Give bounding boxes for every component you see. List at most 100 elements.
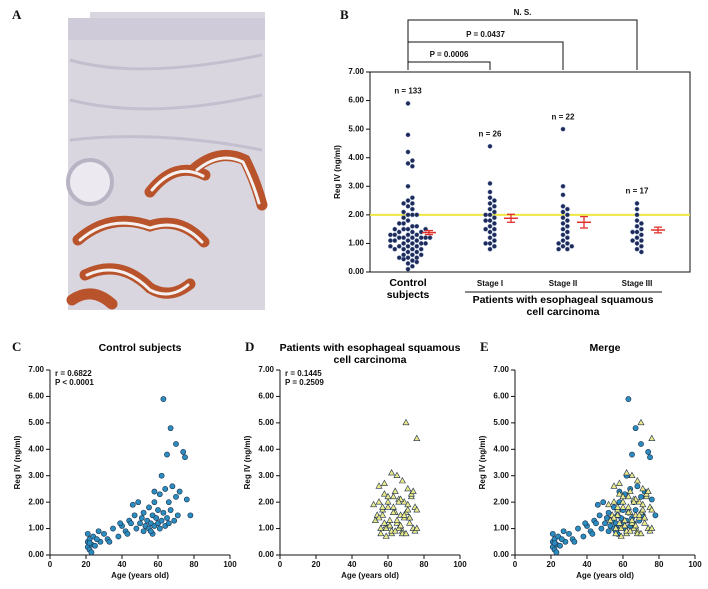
data-point bbox=[487, 212, 493, 218]
data-point bbox=[593, 520, 599, 527]
data-point bbox=[165, 499, 172, 506]
x-tick-label: 60 bbox=[154, 560, 163, 569]
y-tick-label: 4.00 bbox=[28, 444, 44, 453]
data-point bbox=[557, 542, 563, 549]
data-point bbox=[396, 220, 402, 226]
data-point bbox=[614, 511, 622, 518]
data-point bbox=[88, 549, 95, 556]
data-point bbox=[404, 506, 412, 513]
data-point bbox=[621, 521, 629, 529]
comparison-bracket bbox=[407, 61, 491, 70]
data-point bbox=[645, 449, 652, 455]
data-point bbox=[487, 229, 493, 235]
data-point bbox=[398, 476, 406, 484]
data-point bbox=[652, 512, 659, 519]
data-point bbox=[155, 507, 161, 513]
data-point bbox=[634, 206, 640, 212]
data-point bbox=[401, 235, 407, 241]
comparison-label: P = 0.0006 bbox=[430, 50, 469, 59]
data-point bbox=[405, 266, 411, 272]
x-tick-label: 40 bbox=[583, 560, 592, 569]
data-point bbox=[560, 192, 566, 198]
axes bbox=[279, 370, 460, 556]
y-axis-label: Reg IV (ng/ml) bbox=[333, 145, 342, 199]
data-point bbox=[182, 454, 188, 461]
data-point bbox=[610, 513, 618, 521]
y-axis-label: Reg IV (ng/ml) bbox=[478, 435, 487, 489]
data-point bbox=[387, 238, 393, 244]
data-point bbox=[176, 488, 183, 495]
x-tick-label: 80 bbox=[420, 560, 429, 569]
data-point bbox=[158, 472, 165, 479]
data-point bbox=[164, 515, 170, 521]
annotation: r = 0.1445 bbox=[285, 369, 322, 378]
y-axis-label: Reg IV (ng/ml) bbox=[243, 435, 252, 489]
data-point bbox=[582, 520, 589, 527]
data-point bbox=[560, 238, 566, 244]
x-tick-label: 100 bbox=[223, 560, 237, 569]
category-label: Stage II bbox=[549, 279, 577, 288]
data-point bbox=[147, 528, 154, 535]
data-point bbox=[409, 158, 415, 164]
data-point bbox=[133, 525, 140, 532]
data-point bbox=[564, 246, 570, 252]
x-tick-label: 40 bbox=[118, 560, 127, 569]
data-point bbox=[560, 232, 566, 238]
data-point bbox=[401, 215, 407, 221]
data-point bbox=[612, 529, 620, 537]
data-point bbox=[638, 243, 644, 249]
data-point bbox=[392, 232, 398, 238]
data-point bbox=[405, 212, 411, 218]
y-tick-label: 7.00 bbox=[28, 365, 44, 374]
data-point bbox=[395, 498, 403, 505]
data-point bbox=[405, 243, 411, 249]
data-point bbox=[564, 229, 570, 235]
data-point bbox=[86, 540, 93, 547]
data-point bbox=[648, 434, 656, 442]
data-point bbox=[560, 203, 566, 209]
data-point bbox=[401, 200, 407, 206]
data-point bbox=[624, 503, 632, 510]
data-point bbox=[384, 503, 392, 510]
data-point bbox=[377, 529, 385, 537]
data-point bbox=[634, 218, 640, 224]
data-point bbox=[598, 525, 605, 532]
data-point bbox=[575, 525, 581, 532]
data-point bbox=[641, 513, 649, 521]
data-point bbox=[647, 454, 653, 461]
data-point bbox=[418, 252, 424, 258]
data-point bbox=[169, 483, 176, 490]
data-point bbox=[95, 528, 102, 535]
data-point bbox=[392, 226, 398, 232]
annotation: r = 0.6822 bbox=[55, 369, 92, 378]
data-point bbox=[138, 515, 145, 521]
data-point bbox=[427, 235, 433, 241]
data-point bbox=[648, 496, 655, 503]
data-point bbox=[632, 521, 640, 529]
data-point bbox=[156, 491, 163, 498]
data-point bbox=[392, 238, 398, 244]
data-point bbox=[151, 499, 158, 506]
data-point bbox=[173, 493, 179, 500]
x-axis-label: Age (years old) bbox=[576, 571, 634, 580]
data-point bbox=[560, 215, 566, 221]
data-point bbox=[409, 240, 415, 246]
data-point bbox=[405, 218, 411, 224]
data-point bbox=[404, 484, 412, 492]
data-point bbox=[167, 425, 174, 432]
data-point bbox=[638, 493, 644, 500]
data-point bbox=[405, 183, 411, 189]
x-tick-label: 0 bbox=[48, 560, 53, 569]
category-label-box: Control subjects bbox=[386, 277, 430, 302]
data-point bbox=[386, 521, 394, 529]
data-point bbox=[623, 469, 631, 476]
data-point bbox=[637, 418, 645, 426]
category-label: Control subjects bbox=[386, 277, 430, 302]
data-point bbox=[626, 527, 634, 534]
data-point bbox=[409, 212, 415, 218]
x-tick-label: 60 bbox=[384, 560, 393, 569]
data-point bbox=[101, 530, 107, 537]
data-point bbox=[183, 496, 190, 503]
panel-label: E bbox=[480, 339, 489, 354]
data-point bbox=[413, 524, 421, 531]
